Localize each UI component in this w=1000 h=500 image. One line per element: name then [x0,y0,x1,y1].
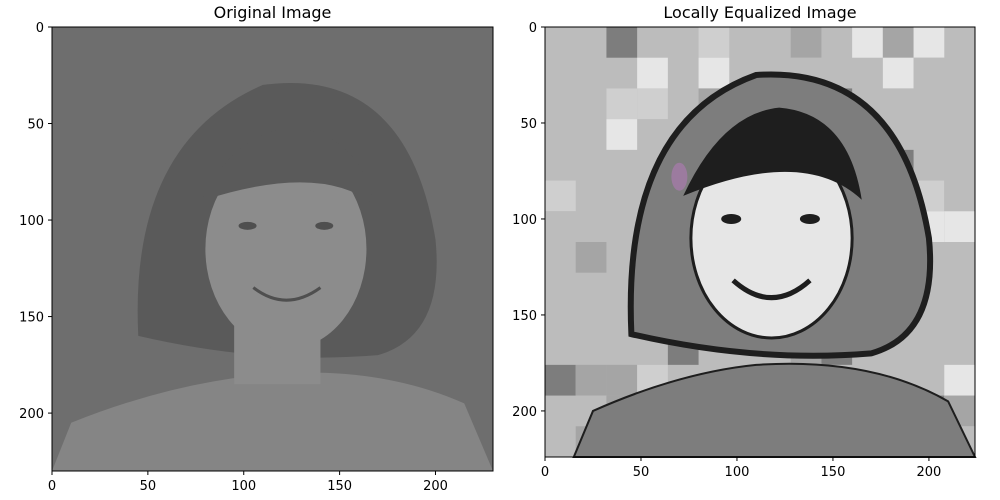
equalized-tile [698,27,730,58]
equalized-bangs [683,107,862,200]
equalized-mouth [731,278,812,301]
original-bangs [201,127,375,205]
equalized-tile [545,211,576,242]
equalized-tile [606,119,638,150]
equalized-tile [852,27,883,58]
equalized-xtick-label: 50 [633,465,650,480]
equalized-xtick-label: 0 [541,465,549,480]
equalized-tile [637,57,668,89]
original-xtick-label: 50 [140,479,157,494]
original-xtick-label: 0 [48,479,56,494]
original-left-eye [238,221,257,230]
equalized-tile [637,88,668,120]
equalized-tile [575,364,607,396]
equalized-tile [575,242,607,273]
equalized-xtick-label: 200 [917,465,942,480]
equalized-ytick-label: 0 [529,21,537,36]
equalized-tile [606,364,638,396]
equalized-tile [944,211,975,242]
equalized-tile [944,364,975,396]
equalized-ytick-label: 100 [512,213,537,228]
original-ytick-label: 0 [36,21,44,36]
equalized-tint-patch [671,162,688,191]
equalized-tile [545,364,576,396]
original-xtick-label: 200 [423,479,448,494]
equalized-tile [606,27,638,58]
equalized-tile [882,27,914,58]
equalized-tile [545,57,576,89]
original-image-panel: Original Image 0 50 100 150 200 0 50 100 150 200 [19,3,494,494]
original-ytick-label: 150 [19,311,44,326]
equalized-ytick-label: 150 [512,309,537,324]
equalized-tile [913,27,945,58]
equalized-tile [790,27,822,58]
equalized-tile [882,57,914,89]
equalized-tile [882,88,914,120]
equalized-left-eye [721,213,742,224]
original-xtick-label: 150 [327,479,352,494]
equalized-ytick-label: 50 [520,117,537,132]
original-right-eye [315,221,334,230]
equalized-tile [944,180,975,212]
equalized-shirt [572,362,977,458]
original-title: Original Image [214,3,332,22]
original-ytick-label: 50 [27,118,44,133]
equalized-axes-frame [544,26,976,458]
original-ytick-label: 100 [19,214,44,229]
original-ytick-label: 200 [19,407,44,422]
equalized-xtick-label: 100 [725,465,750,480]
original-mouth [252,286,322,302]
equalized-tile [545,180,576,212]
equalized-image-panel: Locally Equalized Image 0 50 100 150 200 0 50 10… [512,3,977,480]
equalized-right-eye [799,213,820,224]
equalized-ytick-label: 200 [512,405,537,420]
equalized-tile [606,88,638,120]
original-face [205,148,367,350]
equalized-xtick-label: 150 [821,465,846,480]
original-axes-frame [51,26,494,472]
original-xtick-label: 100 [231,479,256,494]
equalized-tile [698,57,730,89]
original-shirt [52,372,493,471]
equalized-tile [913,57,945,89]
equalized-title: Locally Equalized Image [663,3,856,22]
